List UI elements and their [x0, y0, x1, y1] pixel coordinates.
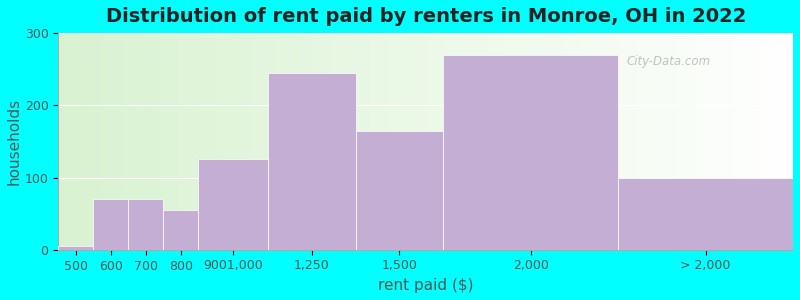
Bar — [618, 178, 793, 250]
Bar — [268, 73, 356, 250]
Text: City-Data.com: City-Data.com — [626, 55, 710, 68]
Bar — [58, 246, 94, 250]
Bar — [128, 199, 163, 250]
Y-axis label: households: households — [7, 98, 22, 185]
Bar — [163, 210, 198, 250]
Bar — [94, 199, 128, 250]
Bar — [198, 160, 268, 250]
X-axis label: rent paid ($): rent paid ($) — [378, 278, 474, 293]
Title: Distribution of rent paid by renters in Monroe, OH in 2022: Distribution of rent paid by renters in … — [106, 7, 746, 26]
Bar — [443, 55, 618, 250]
Bar — [356, 130, 443, 250]
